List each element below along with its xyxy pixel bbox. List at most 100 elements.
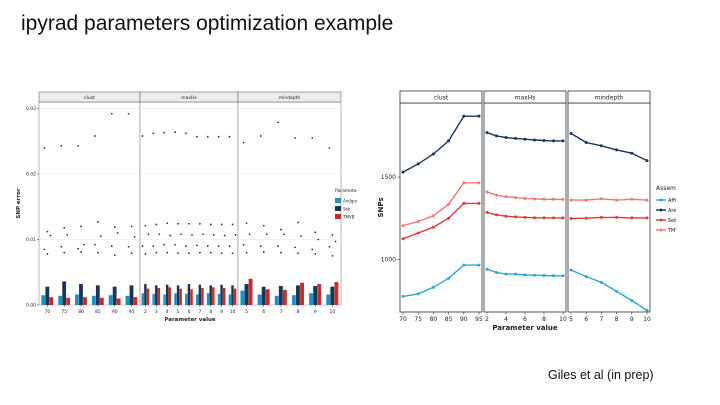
- point-TMVB-clust-85: [447, 202, 451, 206]
- outlier-point: [334, 240, 337, 243]
- y-axis-label: SNPs: [377, 197, 385, 217]
- bar-Arelgiosa-mindepth-8: [291, 295, 296, 305]
- point-Seb-mindepth-9: [630, 216, 634, 220]
- outlier-point: [185, 245, 187, 247]
- strip-mindepth: [567, 90, 651, 104]
- legend-label-Seb: Seb: [343, 207, 351, 212]
- outlier-point: [80, 225, 82, 228]
- strip-label-mindepth: mindepth: [279, 95, 301, 101]
- bar-Arelgiosa-mindepth-6: [257, 294, 262, 305]
- outlier-point: [242, 243, 245, 246]
- x-tick-label-maxHs-6: 6: [188, 309, 191, 315]
- bar-Arelgiosa-maxHs-10: [228, 294, 232, 305]
- point-Affincki-mindepth-8: [615, 289, 619, 293]
- outlier-point: [177, 222, 180, 225]
- point-Affincki-maxHs-8: [542, 273, 546, 277]
- outlier-point: [311, 248, 314, 251]
- point-Affincki-maxHs-7: [533, 273, 536, 277]
- bar-Arelgiosa-maxHs-2: [141, 293, 145, 305]
- bar-Seb-maxHs-5: [176, 285, 180, 305]
- outlier-point: [195, 244, 198, 247]
- bar-Arelgiosa-maxHs-9: [217, 293, 221, 305]
- outlier-point: [147, 233, 150, 236]
- outlier-point: [83, 243, 85, 246]
- legend-label-Seb: Seb: [668, 218, 676, 224]
- outlier-point: [100, 235, 102, 238]
- bar-TMVB-maxHs-10: [233, 288, 237, 305]
- outlier-point: [77, 144, 79, 147]
- point-Affincki-mindepth-6: [584, 275, 588, 279]
- legend-label-Affincki: Affincki: [668, 198, 676, 204]
- bar-Arelgiosa-clust-85: [91, 295, 96, 305]
- line-Arelgiosa-mindepth: [570, 132, 648, 162]
- point-Arelgiosa-maxHs-4: [504, 136, 508, 140]
- outlier-point: [141, 245, 144, 247]
- outlier-point: [152, 132, 155, 135]
- point-TMVB-maxHs-8: [542, 197, 546, 201]
- point-Affincki-maxHs-3: [495, 271, 498, 275]
- strip-label-clust: clust: [434, 95, 449, 102]
- point-Affincki-maxHs-4: [504, 272, 508, 276]
- x-tick-label-maxHs-4: 4: [166, 309, 169, 315]
- line-Arelgiosa-clust: [402, 115, 479, 173]
- point-Seb-clust-95: [477, 201, 481, 205]
- bar-Seb-mindepth-7: [278, 286, 283, 305]
- point-TMVB-maxHs-4: [504, 195, 508, 199]
- bar-Arelgiosa-maxHs-4: [163, 294, 166, 305]
- point-Seb-clust-90: [462, 201, 466, 205]
- point-TMVB-maxHs-3: [495, 193, 498, 197]
- outlier-point: [294, 137, 296, 139]
- outlier-point: [228, 135, 231, 138]
- x-tick-label-clust-90: 90: [112, 309, 118, 315]
- outlier-point: [60, 245, 63, 248]
- outlier-point: [46, 253, 49, 255]
- bar-Arelgiosa-mindepth-9: [309, 293, 314, 305]
- outlier-point: [144, 253, 147, 255]
- point-Arelgiosa-maxHs-10: [561, 139, 565, 143]
- bar-Seb-mindepth-8: [296, 285, 300, 305]
- x-tick-label-mindepth-5: 5: [569, 316, 573, 323]
- outlier-point: [177, 252, 180, 255]
- bar-TMVB-clust-90: [116, 298, 121, 305]
- legend-label-TMVB: TMVB: [342, 215, 355, 220]
- x-tick-label-maxHs-8: 8: [542, 316, 546, 323]
- outlier-point: [259, 135, 262, 137]
- bar-Seb-maxHs-9: [220, 284, 223, 305]
- x-tick-label-clust-75: 75: [414, 316, 422, 323]
- line-TMVB-clust: [402, 182, 479, 227]
- outlier-point: [297, 221, 299, 224]
- point-Affincki-mindepth-10: [645, 308, 649, 312]
- outlier-point: [265, 233, 268, 236]
- x-tick-label-mindepth-5: 5: [245, 309, 248, 315]
- point-Arelgiosa-maxHs-9: [552, 139, 555, 143]
- x-tick-label-maxHs-2: 2: [144, 309, 147, 315]
- point-Arelgiosa-clust-80: [431, 152, 435, 156]
- point-Seb-clust-85: [447, 216, 451, 220]
- outlier-point: [328, 146, 331, 149]
- point-TMVB-maxHs-10: [561, 197, 565, 201]
- outlier-point: [245, 222, 248, 225]
- point-TMVB-mindepth-10: [645, 198, 649, 202]
- point-Arelgiosa-clust-85: [447, 139, 451, 143]
- point-Arelgiosa-mindepth-7: [599, 144, 603, 148]
- outlier-point: [49, 234, 52, 237]
- x-tick-label-mindepth-6: 6: [584, 316, 588, 323]
- slide-title: ipyrad parameters optimization example: [21, 12, 394, 35]
- x-tick-label-mindepth-9: 9: [630, 316, 634, 323]
- panel-mindepth: [567, 102, 651, 313]
- outlier-point: [158, 233, 161, 236]
- bar-Arelgiosa-clust-70: [41, 295, 46, 305]
- bar-Arelgiosa-maxHs-6: [185, 293, 188, 305]
- y-tick-label-0.00: 0.00: [26, 303, 36, 309]
- bar-Arelgiosa-maxHs-3: [152, 293, 155, 305]
- outlier-point: [94, 135, 96, 137]
- outlier-point: [206, 135, 209, 138]
- bar-TMVB-mindepth-7: [282, 289, 287, 305]
- line-Seb-mindepth: [570, 216, 647, 220]
- outlier-point: [331, 254, 334, 257]
- x-tick-label-clust-95: 95: [129, 309, 135, 315]
- point-Arelgiosa-maxHs-6: [523, 137, 527, 141]
- legend-title: Parameter: [335, 188, 357, 194]
- bar-Seb-maxHs-4: [165, 284, 169, 305]
- point-TMVB-clust-70: [401, 224, 405, 228]
